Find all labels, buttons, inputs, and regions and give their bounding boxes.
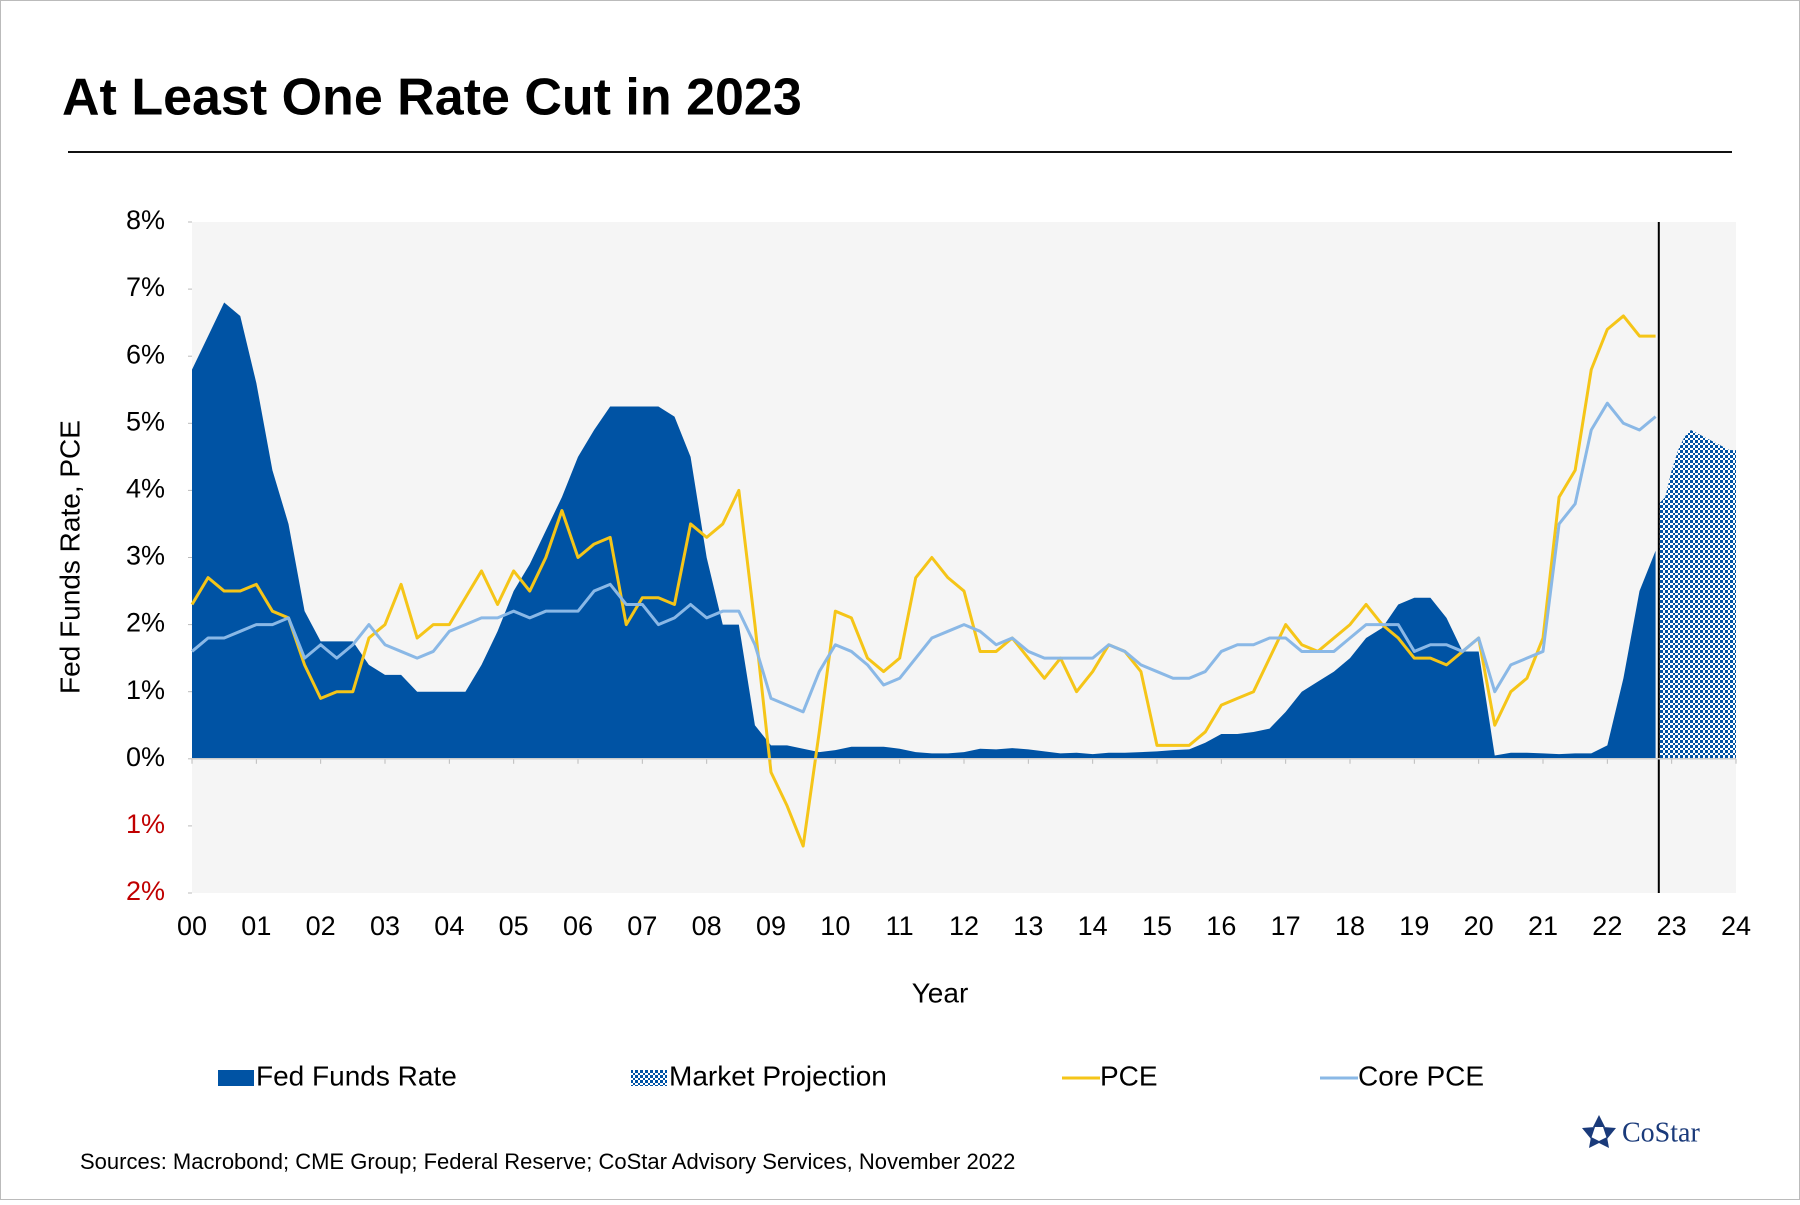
x-tick-label: 16: [1206, 911, 1236, 941]
y-axis-label: Fed Funds Rate, PCE: [54, 420, 85, 694]
x-tick-label: 05: [499, 911, 529, 941]
legend-label: Core PCE: [1358, 1060, 1484, 1091]
line: [191, 401, 1657, 714]
x-tick-label: 20: [1464, 911, 1494, 941]
x-tick-label: 03: [370, 911, 400, 941]
source-note: Sources: Macrobond; CME Group; Federal R…: [80, 1149, 1015, 1174]
chart-title: At Least One Rate Cut in 2023: [62, 69, 802, 127]
x-tick-label: 24: [1721, 911, 1751, 941]
x-tick-label: 14: [1078, 911, 1108, 941]
legend-label: Fed Funds Rate: [256, 1060, 457, 1091]
area: [192, 302, 1656, 759]
x-tick-label: 01: [241, 911, 271, 941]
y-tick-label: 7%: [126, 272, 165, 302]
x-tick-label: 06: [563, 911, 593, 941]
areas: [192, 302, 1736, 759]
x-tick-label: 23: [1657, 911, 1687, 941]
y-tick-label: 5%: [126, 406, 165, 436]
y-tick-label: 8%: [126, 205, 165, 235]
legend-swatch: [218, 1070, 254, 1086]
y-tick-label: 1%: [126, 809, 165, 839]
x-tick-label: 07: [627, 911, 657, 941]
x-tick-label: 18: [1335, 911, 1365, 941]
x-tick-label: 02: [306, 911, 336, 941]
legend-label: PCE: [1100, 1060, 1158, 1091]
x-tick-label: 22: [1592, 911, 1622, 941]
y-tick-label: 3%: [126, 541, 165, 571]
y-tick-label: 1%: [126, 675, 165, 705]
x-tick-label: 15: [1142, 911, 1172, 941]
y-tick-label: 2%: [126, 608, 165, 638]
y-tick-label: 0%: [126, 742, 165, 772]
logo-text: CoStar: [1622, 1117, 1700, 1148]
legend-label: Market Projection: [669, 1060, 887, 1091]
legend-swatch: [631, 1070, 667, 1086]
x-tick-label: 08: [692, 911, 722, 941]
x-tick-label: 10: [820, 911, 850, 941]
plot-area: [192, 222, 1736, 893]
x-tick-label: 17: [1271, 911, 1301, 941]
lines: [190, 314, 1657, 848]
x-axis-label: Year: [912, 977, 969, 1008]
logo: CoStar: [1582, 1115, 1700, 1148]
x-tick-label: 00: [177, 911, 207, 941]
line: [190, 314, 1656, 848]
logo-icon: [1582, 1115, 1616, 1148]
x-tick-label: 11: [886, 911, 914, 941]
x-tick-label: 21: [1528, 911, 1558, 941]
x-tick-label: 04: [434, 911, 464, 941]
x-tick-label: 19: [1399, 911, 1429, 941]
y-tick-label: 4%: [126, 474, 165, 504]
x-tick-label: 12: [949, 911, 979, 941]
y-tick-label: 2%: [126, 876, 165, 906]
y-tick-label: 6%: [126, 339, 165, 369]
x-tick-label: 09: [756, 911, 786, 941]
projection-area: [1658, 430, 1736, 759]
x-tick-label: 13: [1013, 911, 1043, 941]
